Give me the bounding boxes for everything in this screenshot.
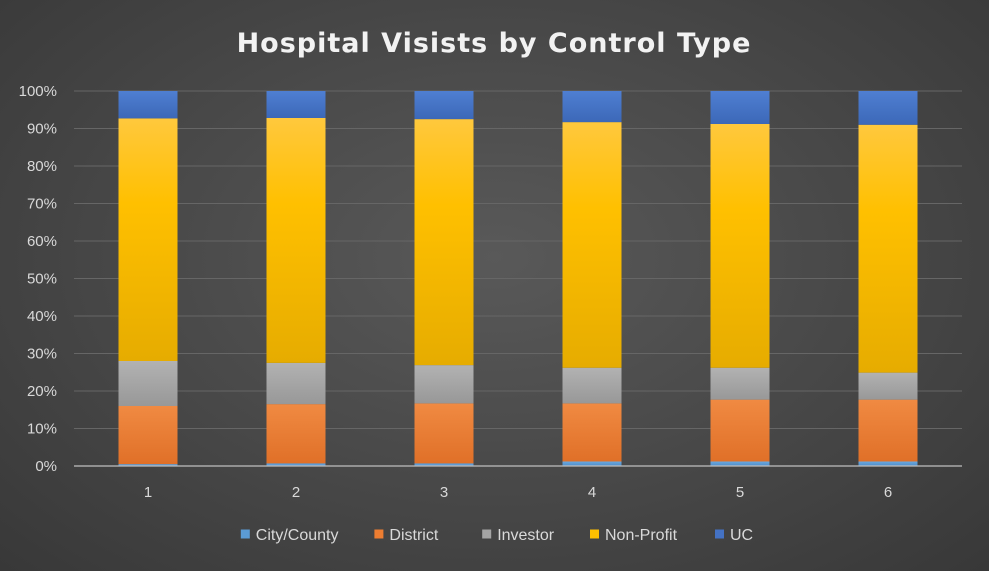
- y-tick-label: 10%: [27, 421, 57, 438]
- legend-swatch: [715, 529, 724, 539]
- bar-segment-district: [266, 404, 326, 464]
- y-tick-label: 100%: [19, 83, 57, 100]
- bar-segment-city-county: [710, 461, 770, 466]
- bar-segment-non-profit: [266, 118, 326, 363]
- legend-label: Non-Profit: [605, 527, 678, 544]
- bar-segment-investor: [266, 362, 326, 405]
- bar-segment-district: [858, 399, 918, 462]
- legend-label: Investor: [497, 527, 555, 544]
- bar-segment-city-county: [118, 464, 178, 466]
- y-tick-label: 20%: [27, 383, 57, 400]
- bar-segment-investor: [858, 372, 918, 400]
- bar-segment-uc: [710, 91, 770, 124]
- y-tick-label: 90%: [27, 121, 57, 138]
- bar-segment-city-county: [414, 463, 474, 466]
- x-axis-tick-labels: 1 2 3 4 5 6: [144, 484, 892, 501]
- bar-segment-city-county: [858, 461, 918, 466]
- bar-segment-uc: [118, 91, 178, 119]
- x-tick-label: 5: [736, 484, 744, 501]
- bar-segment-investor: [562, 367, 622, 404]
- y-tick-label: 80%: [27, 158, 57, 175]
- legend-swatch: [374, 529, 384, 539]
- x-tick-label: 4: [588, 484, 596, 501]
- legend-label: City/County: [256, 527, 339, 544]
- bar-segment-non-profit: [710, 124, 770, 368]
- bar-segment-city-county: [266, 463, 326, 466]
- bar-segment-uc: [562, 91, 622, 123]
- y-tick-label: 70%: [27, 196, 57, 213]
- bar-segment-district: [414, 403, 474, 464]
- y-tick-label: 30%: [27, 346, 57, 363]
- legend: City/County District Investor Non-Profit UC: [240, 527, 753, 544]
- y-axis-tick-labels: 0% 10% 20% 30% 40% 50% 60% 70% 80% 90% 100%: [19, 83, 57, 475]
- legend-label: District: [389, 527, 438, 544]
- x-tick-label: 2: [292, 484, 300, 501]
- bar-segment-non-profit: [414, 119, 474, 366]
- bar-segment-non-profit: [118, 118, 178, 361]
- x-tick-label: 1: [144, 484, 152, 501]
- gridlines: [74, 90, 962, 429]
- bar-segment-city-county: [562, 461, 622, 466]
- legend-label: UC: [730, 527, 753, 544]
- legend-swatch: [590, 529, 599, 539]
- y-tick-label: 0%: [35, 458, 57, 475]
- chart-title: Hospital Visists by Control Type: [237, 28, 752, 59]
- bar-segment-uc: [414, 91, 474, 120]
- x-tick-label: 3: [440, 484, 448, 501]
- bar-segment-uc: [266, 91, 326, 118]
- y-tick-label: 60%: [27, 233, 57, 250]
- bars: [118, 91, 918, 466]
- bar-segment-district: [710, 399, 770, 462]
- y-tick-label: 50%: [27, 271, 57, 288]
- y-tick-label: 40%: [27, 308, 57, 325]
- x-tick-label: 6: [884, 484, 892, 501]
- bar-segment-investor: [118, 361, 178, 406]
- bar-segment-district: [118, 406, 178, 465]
- legend-swatch: [240, 529, 250, 539]
- bar-segment-uc: [858, 91, 918, 125]
- bar-segment-non-profit: [858, 124, 918, 373]
- bar-segment-investor: [710, 367, 770, 400]
- bar-segment-investor: [414, 365, 474, 404]
- legend-swatch: [482, 529, 492, 539]
- bar-segment-non-profit: [562, 122, 622, 368]
- bar-segment-district: [562, 403, 622, 462]
